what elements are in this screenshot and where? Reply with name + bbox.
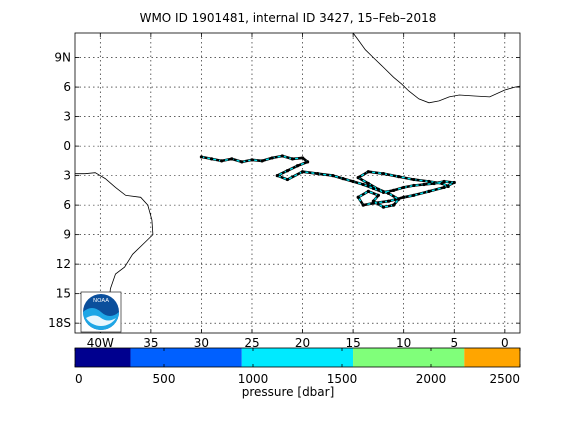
lat-tick-label: 15 (56, 287, 71, 301)
trajectory-point (442, 185, 446, 190)
lat-tick-label: 3 (63, 169, 71, 183)
colorbar-bin (464, 348, 520, 367)
trajectory-point (391, 203, 396, 207)
trajectory-point (381, 172, 386, 176)
trajectory-point (220, 159, 224, 163)
map-frame (74, 32, 521, 334)
trajectory-point (376, 193, 381, 197)
colorbar-tick-label: 2000 (416, 372, 447, 386)
trajectory-point (386, 199, 391, 203)
trajectory-point (371, 199, 375, 203)
trajectory-line-dark (201, 154, 456, 209)
lat-tick-label: 0 (63, 139, 71, 153)
trajectory-point (341, 176, 345, 181)
colorbar-bin (130, 348, 242, 367)
trajectory-point (280, 154, 284, 158)
trajectory-point (381, 190, 386, 194)
trajectory-point (295, 164, 300, 168)
colorbar-tick-label: 500 (153, 372, 176, 386)
trajectory-point (300, 170, 305, 174)
colorbar-tick-label: 1000 (238, 372, 269, 386)
trajectory-point (381, 205, 386, 209)
trajectory-point (427, 189, 431, 193)
trajectory-point (366, 189, 370, 193)
lat-tick-label: 18S (48, 316, 71, 330)
trajectory-point (442, 179, 446, 184)
noaa-logo: NOAA (80, 291, 122, 333)
colorbar-tick-label: 2500 (489, 372, 520, 386)
logo-seagull (86, 315, 116, 327)
trajectory-point (366, 181, 370, 186)
lat-tick-label: 6 (63, 80, 71, 94)
trajectory-point (331, 174, 335, 178)
trajectory-point (397, 197, 401, 201)
lat-tick-label: 6 (63, 198, 71, 212)
trajectory-point (440, 181, 444, 186)
trajectory-point (230, 157, 234, 161)
trajectory-point (356, 195, 360, 199)
lon-tick-label: 40W (87, 336, 114, 350)
trajectory-point (199, 155, 204, 159)
trajectory-point (422, 182, 426, 187)
trajectory-point (260, 159, 264, 163)
page-title: WMO ID 1901481, internal ID 3427, 15–Feb… (139, 11, 437, 25)
trajectory-point (250, 158, 254, 162)
trajectory-point (427, 179, 431, 184)
coastline-africa (352, 32, 521, 104)
trajectory-point (240, 160, 244, 164)
trajectory-point (316, 172, 320, 176)
trajectory-point (361, 182, 365, 187)
trajectory-point (402, 185, 406, 190)
colorbar-frame (74, 347, 521, 368)
colorbar-bin (353, 348, 465, 367)
trajectory-line-cyan (201, 155, 455, 208)
trajectory-point (432, 181, 436, 186)
trajectory-point (351, 179, 355, 184)
trajectory-point (391, 188, 396, 192)
logo-text: NOAA (93, 298, 109, 304)
trajectory-point (446, 184, 450, 189)
lon-tick-label: 15 (345, 336, 360, 350)
lon-tick-label: 25 (244, 336, 259, 350)
trajectory-point (270, 156, 274, 160)
pressure-colorbar: 0 500 1000 1500 2000 2500 (74, 347, 521, 386)
trajectory-point (361, 203, 365, 207)
lat-tick-label: 3 (63, 110, 71, 124)
colorbar-bin (241, 348, 354, 367)
trajectory-point (290, 157, 295, 161)
colorbar-bin (75, 348, 131, 367)
trajectory-point (412, 177, 416, 182)
lon-tick-label: 35 (143, 336, 158, 350)
trajectory-point (376, 187, 381, 191)
trajectory-point (285, 177, 289, 182)
lon-tick-label: 20 (295, 336, 310, 350)
trajectory-point (371, 186, 375, 191)
trajectory-point (300, 156, 305, 160)
trajectory-point (412, 193, 416, 197)
lon-tick-label: 10 (396, 336, 411, 350)
trajectory-point (452, 180, 456, 185)
trajectory-point (386, 191, 391, 195)
lon-tick-label: 30 (194, 336, 209, 350)
lat-tick-label: 9N (54, 51, 71, 65)
trajectory-point (285, 169, 289, 173)
trajectory-point (209, 157, 214, 161)
trajectory-point (412, 183, 416, 188)
lat-tick-label: 9 (63, 228, 71, 242)
trajectory-point (356, 175, 360, 180)
trajectory-point (306, 160, 310, 164)
colorbar-label: pressure [dbar] (241, 385, 335, 399)
lon-tick-label: 0 (501, 336, 509, 350)
colorbar-tick-label: 1500 (327, 372, 358, 386)
trajectory-point (275, 174, 279, 178)
trajectory-point (397, 175, 401, 179)
trajectory-point (366, 170, 370, 174)
trajectory-point (402, 195, 406, 199)
colorbar-tick-label: 0 (75, 372, 83, 386)
float-trajectory (199, 154, 456, 209)
lat-tick-label: 12 (56, 257, 71, 271)
lon-tick-label: 5 (450, 336, 458, 350)
